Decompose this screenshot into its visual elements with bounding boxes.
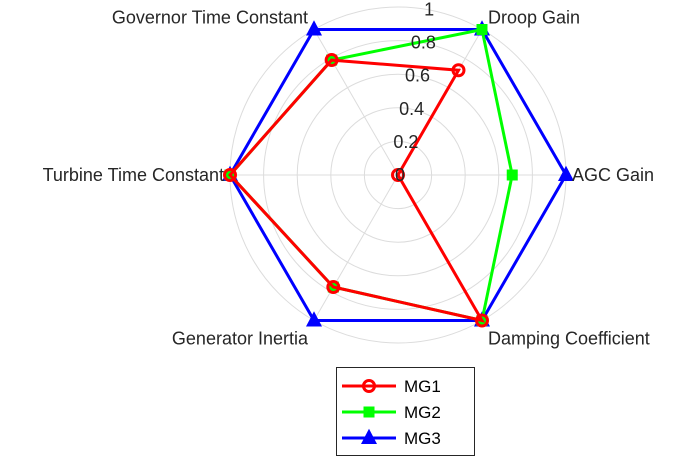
radial-tick-labels: 0 0.2 0.4 0.6 0.8 1: [393, 0, 436, 185]
legend-item: MG1: [342, 377, 441, 396]
data-point-MG3: [306, 20, 322, 36]
axis-label: Droop Gain: [488, 8, 580, 28]
data-point-MG2: [506, 169, 518, 181]
legend-marker: [361, 428, 377, 444]
grid-spoke: [313, 29, 399, 176]
series-MG1: [223, 53, 489, 328]
legend-marker: [363, 406, 375, 418]
r-tick-label: 0.2: [393, 132, 418, 152]
data-point-MG1: [451, 63, 466, 78]
grid-spoke: [313, 174, 399, 321]
data-point-MG1: [223, 168, 237, 182]
r-tick-label: 0.4: [399, 99, 424, 119]
axis-label: Damping Coefficient: [488, 328, 650, 348]
r-tick-label: 0.8: [411, 33, 436, 53]
data-point-MG3: [306, 311, 322, 327]
legend-label: MG1: [404, 377, 441, 396]
data-point-MG1: [475, 313, 489, 328]
r-tick-label: 1: [424, 0, 434, 20]
axis-label: Turbine Time Constant: [43, 165, 224, 185]
data-point-MG1: [391, 168, 405, 182]
r-tick-label: 0.6: [405, 66, 430, 86]
legend-item: MG2: [342, 403, 441, 422]
legend-item: MG3: [342, 428, 441, 448]
series-line-MG1: [227, 58, 486, 323]
r-tick-label: 0: [395, 165, 405, 185]
axis-labels: Droop Gain AGC Gain Damping Coefficient Gen…: [43, 8, 654, 349]
axis-label: Governor Time Constant: [112, 8, 308, 28]
data-point-MG2: [476, 24, 488, 36]
legend-label: MG3: [404, 429, 441, 448]
legend-marker: [362, 379, 376, 393]
axis-label: AGC Gain: [572, 165, 654, 185]
axis-label: Generator Inertia: [172, 328, 309, 348]
data-point-MG1: [324, 53, 339, 68]
data-point-MG3: [558, 165, 574, 181]
data-point-MG1: [326, 280, 341, 295]
legend: MG1 MG2 MG3: [336, 367, 475, 456]
radar-series: [222, 20, 574, 328]
legend-label: MG2: [404, 403, 441, 422]
